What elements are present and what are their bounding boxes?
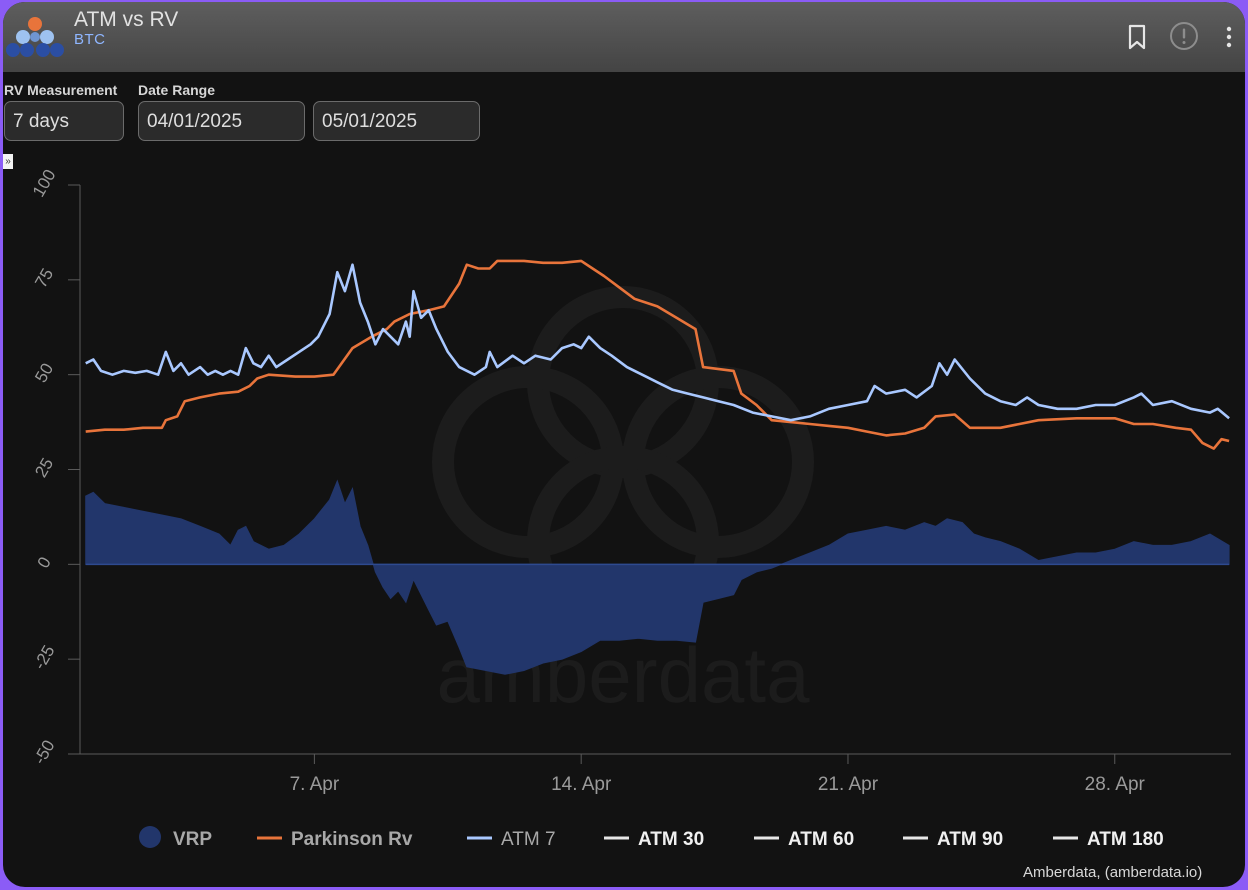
legend-label-atm-7: ATM 7	[501, 829, 556, 850]
card-header: ATM vs RV BTC	[3, 2, 1245, 72]
chart-title: ATM vs RV	[74, 8, 179, 31]
y-tick-label: 0	[34, 554, 55, 572]
x-tick-label: 14. Apr	[551, 774, 612, 795]
asset-subtitle: BTC	[74, 31, 106, 48]
chart-card: ATM vs RV BTC RV Measurement 7 days Date…	[3, 2, 1245, 887]
y-tick-label: 75	[31, 265, 57, 291]
legend-item-atm-180[interactable]: ATM 180	[1053, 829, 1164, 850]
series-atm-7-line	[85, 263, 1230, 422]
amberdata-logo-icon	[6, 17, 64, 57]
y-tick-label: 25	[31, 455, 57, 481]
legend-item-atm-60[interactable]: ATM 60	[754, 829, 854, 850]
panel-toggle-button[interactable]: »	[3, 154, 13, 169]
chart-credit: Amberdata, (amberdata.io)	[1023, 864, 1203, 881]
legend-label-parkinson-rv: Parkinson Rv	[291, 829, 413, 850]
y-tick-label: 100	[29, 166, 60, 200]
legend-label-vrp: VRP	[173, 829, 212, 850]
legend-label-atm-180: ATM 180	[1087, 829, 1164, 850]
legend-marker-vrp	[139, 826, 161, 848]
vertical-dots-icon[interactable]	[1217, 22, 1245, 52]
x-tick-label: 28. Apr	[1085, 774, 1146, 795]
exclamation-circle-icon[interactable]	[1169, 21, 1199, 51]
series-parkinson-rv-line	[85, 259, 1230, 450]
bookmark-icon[interactable]	[1122, 22, 1152, 52]
chart-legend: VRP Parkinson Rv ATM 7 ATM 30 ATM 60 ATM 90 AT…	[139, 826, 1164, 850]
legend-item-atm-90[interactable]: ATM 90	[903, 829, 1003, 850]
legend-item-atm-7[interactable]: ATM 7	[467, 829, 556, 850]
legend-item-atm-30[interactable]: ATM 30	[604, 829, 704, 850]
y-tick-label: -25	[30, 642, 59, 673]
y-tick-label: -50	[30, 737, 59, 768]
x-tick-label: 21. Apr	[818, 774, 879, 795]
date-range-label: Date Range	[138, 82, 216, 98]
plot-area	[85, 259, 1230, 675]
x-tick-label: 7. Apr	[290, 774, 340, 795]
legend-label-atm-30: ATM 30	[638, 829, 704, 850]
legend-label-atm-60: ATM 60	[788, 829, 854, 850]
legend-item-vrp[interactable]: VRP	[139, 826, 212, 850]
end-date-input[interactable]: 05/01/2025	[313, 101, 480, 141]
y-tick-label: 50	[31, 360, 57, 386]
series-vrp-area	[85, 479, 1230, 675]
rv-measurement-label: RV Measurement	[4, 82, 118, 98]
legend-label-atm-90: ATM 90	[937, 829, 1003, 850]
start-date-input[interactable]: 04/01/2025	[138, 101, 305, 141]
legend-item-parkinson-rv[interactable]: Parkinson Rv	[257, 829, 413, 850]
rv-measurement-select[interactable]: 7 days	[4, 101, 124, 141]
